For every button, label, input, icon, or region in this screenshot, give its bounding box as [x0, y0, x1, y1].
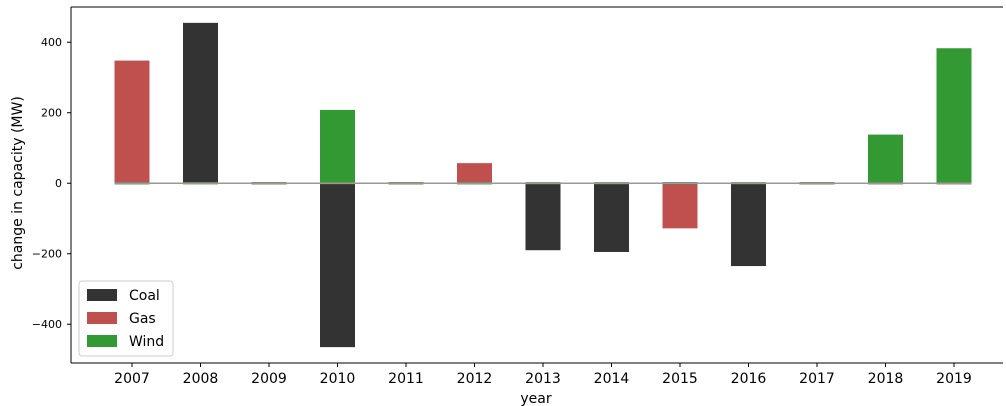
bar-coal-2016: [731, 183, 766, 267]
bar-gas-2007: [114, 60, 150, 184]
legend-swatch-gas: [87, 312, 117, 324]
legend-label-coal: Coal: [129, 288, 160, 304]
x-tick-label: 2007: [114, 371, 150, 387]
x-tick-label: 2010: [320, 371, 356, 387]
bar-coal-2010: [320, 183, 355, 348]
y-tick-label: 400: [41, 36, 62, 49]
x-tick-label: 2015: [662, 371, 698, 387]
bar-wind-2019: [936, 48, 972, 184]
x-tick-label: 2008: [183, 371, 219, 387]
x-tick-label: 2013: [525, 371, 561, 387]
axes-layer: −400 −200 0 200 400 2007 2008 2009 2010 2011 2012 2…: [32, 6, 1003, 387]
legend-swatch-coal: [87, 289, 117, 301]
x-tick-label: 2009: [251, 371, 287, 387]
bar-coal-2013: [525, 183, 561, 251]
x-tick-label: 2011: [388, 371, 424, 387]
bar-coal-2014: [594, 183, 629, 252]
x-tick-label: 2017: [799, 371, 835, 387]
bar-gas-2015: [662, 183, 698, 229]
bar-wind-2018: [868, 134, 903, 184]
bar-coal-2008: [183, 22, 218, 184]
bar-gas-2012: [457, 163, 492, 184]
bars-layer: [114, 22, 972, 348]
x-tick-label: 2019: [936, 371, 972, 387]
legend-label-gas: Gas: [129, 311, 156, 327]
x-axis-title: year: [520, 391, 551, 406]
x-tick-label: 2016: [731, 371, 767, 387]
legend-swatch-wind: [87, 335, 117, 347]
x-tick-label: 2014: [594, 371, 630, 387]
y-tick-label: 0: [55, 177, 62, 190]
y-tick-label: −200: [32, 248, 62, 261]
bar-wind-2010: [320, 109, 355, 184]
x-tick-label: 2012: [457, 371, 493, 387]
legend-label-wind: Wind: [129, 334, 164, 350]
y-tick-label: −400: [32, 318, 62, 331]
y-tick-label: 200: [41, 107, 62, 120]
y-axis-title: change in capacity (MW): [10, 96, 26, 270]
legend: Coal Gas Wind: [78, 280, 174, 357]
x-tick-label: 2018: [868, 371, 904, 387]
